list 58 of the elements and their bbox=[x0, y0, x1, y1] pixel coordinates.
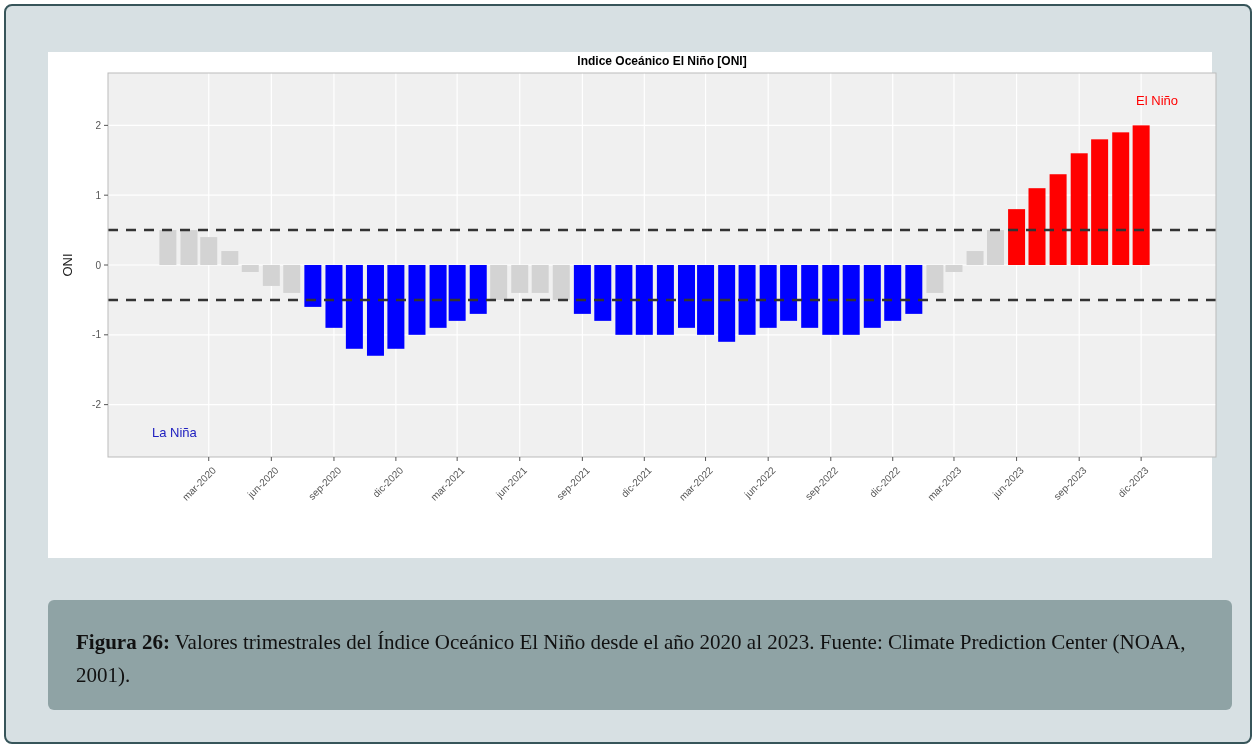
bar bbox=[511, 265, 529, 293]
text: Figura 26: Valores trimestrales del Índice Oceánico El Niño desde el año 2020 al 2023. Fuente: Climate Prediction Center (NOAA, 2001). bbox=[76, 630, 1186, 687]
y-tick-label: -1 bbox=[92, 329, 102, 341]
bar bbox=[1070, 153, 1088, 265]
bar bbox=[387, 265, 405, 349]
bar bbox=[1049, 174, 1067, 265]
bar bbox=[241, 265, 259, 272]
bar bbox=[1028, 188, 1046, 265]
bar bbox=[490, 265, 508, 300]
bar bbox=[408, 265, 426, 335]
bar bbox=[429, 265, 447, 328]
bar bbox=[262, 265, 280, 286]
bar bbox=[200, 237, 218, 265]
bar bbox=[304, 265, 322, 307]
bar bbox=[842, 265, 860, 335]
bar bbox=[822, 265, 840, 335]
bar bbox=[531, 265, 549, 293]
bar bbox=[448, 265, 466, 321]
bar bbox=[966, 251, 984, 265]
bar bbox=[759, 265, 777, 328]
bar bbox=[697, 265, 715, 335]
bar bbox=[678, 265, 695, 328]
bar bbox=[1132, 125, 1150, 265]
bar bbox=[325, 265, 343, 328]
bar bbox=[469, 265, 487, 314]
y-tick-label: -2 bbox=[92, 399, 102, 411]
bar bbox=[884, 265, 902, 321]
bar bbox=[986, 230, 1004, 265]
bar bbox=[594, 265, 612, 321]
bar bbox=[552, 265, 570, 300]
y-tick-label: 2 bbox=[95, 119, 102, 131]
bar bbox=[283, 265, 301, 293]
bar bbox=[1091, 139, 1109, 265]
bar bbox=[345, 265, 363, 349]
bar bbox=[615, 265, 633, 335]
y-tick-label: 0 bbox=[95, 259, 102, 271]
bar bbox=[945, 265, 963, 272]
bar bbox=[656, 265, 674, 335]
bar bbox=[366, 265, 384, 356]
bar bbox=[159, 230, 177, 265]
bar bbox=[863, 265, 881, 328]
bar bbox=[221, 251, 239, 265]
y-axis-title: ONI bbox=[60, 253, 75, 277]
bar bbox=[926, 265, 944, 293]
annotation: El Niño bbox=[1136, 93, 1178, 108]
bar bbox=[1008, 209, 1026, 265]
bar bbox=[780, 265, 798, 321]
bar bbox=[801, 265, 819, 328]
annotation: La Niña bbox=[152, 425, 198, 440]
bar bbox=[573, 265, 591, 314]
bar bbox=[718, 265, 736, 342]
bar bbox=[635, 265, 653, 335]
bar bbox=[738, 265, 756, 335]
chart-title: Indice Oceánico El Niño [ONI] bbox=[577, 54, 747, 68]
y-tick-label: 1 bbox=[95, 189, 102, 201]
bar bbox=[905, 265, 923, 314]
bar bbox=[1112, 132, 1130, 265]
bar bbox=[180, 230, 198, 265]
